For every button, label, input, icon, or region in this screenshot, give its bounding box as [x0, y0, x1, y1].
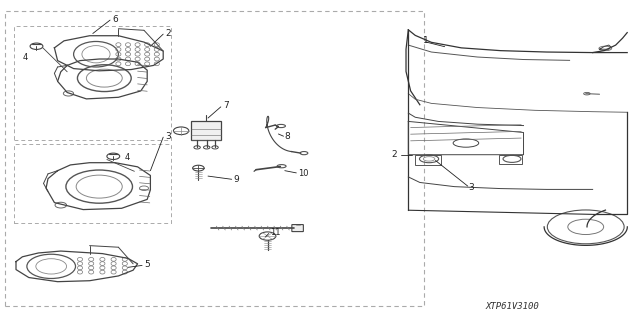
- Bar: [14, 144, 171, 223]
- Text: 9: 9: [234, 175, 239, 184]
- Text: 2: 2: [392, 150, 397, 159]
- Bar: [499, 155, 522, 164]
- Text: 6: 6: [112, 15, 118, 24]
- Bar: [415, 155, 440, 165]
- FancyBboxPatch shape: [292, 225, 303, 232]
- Bar: [191, 121, 221, 140]
- Text: 4: 4: [23, 53, 28, 62]
- Text: 3: 3: [468, 183, 474, 192]
- Text: 4: 4: [125, 153, 130, 162]
- Text: 8: 8: [285, 132, 291, 141]
- Text: XTP61V3100: XTP61V3100: [485, 302, 539, 311]
- Bar: [14, 26, 171, 140]
- Bar: [5, 11, 424, 306]
- Text: 11: 11: [270, 228, 280, 237]
- Text: 5: 5: [144, 260, 150, 269]
- Text: 1: 1: [422, 36, 428, 45]
- Text: 2: 2: [165, 29, 171, 38]
- Text: 3: 3: [165, 132, 171, 141]
- Text: 7: 7: [223, 101, 228, 110]
- Text: 10: 10: [298, 169, 308, 178]
